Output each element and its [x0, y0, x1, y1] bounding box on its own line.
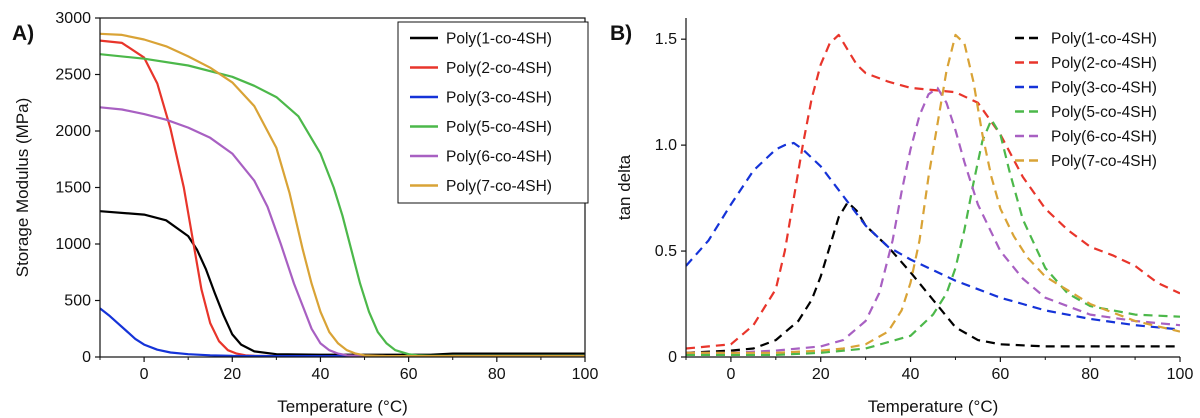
panel-b-y-tick-label: 1.5: [655, 31, 677, 48]
panel-b-x-tick-label: 80: [1081, 366, 1099, 383]
panel-b-legend-label: Poly(2-co-4SH): [1051, 55, 1157, 72]
panel-a-y-tick-label: 3000: [55, 10, 91, 27]
panel-a-legend-box: [397, 21, 589, 204]
panel-a-x-axis-label: Temperature (°C): [277, 397, 408, 416]
panel-a-y-tick-label: 1500: [55, 180, 91, 197]
panel-b-x-tick-label: 40: [902, 366, 920, 383]
panel-b-line-poly-3-co-4sh: [686, 141, 1180, 331]
panel-b-y-tick-label: 0: [668, 349, 677, 366]
panel-a-label: A): [12, 22, 34, 45]
panel-a-y-tick-label: 2500: [55, 67, 91, 84]
panel-b-line-poly-7-co-4sh: [686, 33, 1180, 354]
panel-b-label: B): [610, 22, 632, 45]
panel-b-legend-label: Poly(3-co-4SH): [1051, 80, 1157, 97]
panel-b-x-axis-label: Temperature (°C): [868, 397, 999, 416]
panel-a-series-group: [100, 32, 585, 357]
panel-a-y-tick-label: 500: [64, 293, 91, 310]
panel-b-legend-label: Poly(6-co-4SH): [1051, 129, 1157, 146]
panel-b-legend: Poly(1-co-4SH) Poly(2-co-4SH) Poly(3-co-4S…: [1015, 31, 1157, 170]
panel-a-x-tick-label: 0: [140, 366, 149, 383]
panel-a-y-tick-label: 1000: [55, 236, 91, 253]
panel-a-storage-modulus-chart: A) Temperature (°C) Storage Modulus (MPa) 0…: [12, 10, 598, 416]
panel-b-legend-label: Poly(7-co-4SH): [1051, 153, 1157, 170]
panel-a-x-tick-label: 40: [312, 366, 330, 383]
panel-a-legend-label: Poly(2-co-4SH): [446, 60, 552, 77]
panel-b-line-poly-2-co-4sh: [686, 33, 1180, 350]
panel-a-line-poly-1-co-4sh: [100, 210, 585, 356]
panel-a-y-axis-label: Storage Modulus (MPa): [13, 98, 32, 278]
panel-a-legend-label: Poly(5-co-4SH): [446, 119, 552, 136]
panel-b-x-tick-label: 60: [991, 366, 1009, 383]
panel-a-legend-label: Poly(6-co-4SH): [446, 149, 552, 166]
panel-a-legend-label: Poly(3-co-4SH): [446, 90, 552, 107]
panel-a-x-tick-label: 20: [223, 366, 241, 383]
panel-b-line-poly-6-co-4sh: [686, 86, 1180, 354]
panel-a-legend-label: Poly(1-co-4SH): [446, 31, 552, 48]
panel-a-line-poly-7-co-4sh: [100, 32, 585, 357]
panel-b-y-tick-label: 0.5: [655, 243, 677, 260]
panel-b-line-poly-1-co-4sh: [686, 201, 1180, 354]
panel-b-y-axis-label: tan delta: [615, 154, 634, 220]
panel-b-legend-label: Poly(5-co-4SH): [1051, 104, 1157, 121]
panel-b-line-poly-5-co-4sh: [686, 118, 1180, 356]
panel-a-x-tick-label: 80: [488, 366, 506, 383]
panel-b-tan-delta-chart: B) Temperature (°C) tan delta 0 20 40 60 80 100 0…: [610, 18, 1193, 416]
panel-b-x-tick-label: 100: [1167, 366, 1194, 383]
panel-a-line-poly-6-co-4sh: [100, 106, 585, 357]
panel-b-legend-label: Poly(1-co-4SH): [1051, 31, 1157, 48]
panel-b-series-group: [686, 33, 1180, 356]
panel-a-y-tick-label: 0: [82, 349, 91, 366]
panel-a-y-tick-label: 2000: [55, 123, 91, 140]
panel-b-x-tick-label: 0: [726, 366, 735, 383]
panel-a-x-tick-label: 60: [400, 366, 418, 383]
panel-a-legend: Poly(1-co-4SH) Poly(2-co-4SH) Poly(3-co-4S…: [397, 21, 589, 204]
panel-a-line-poly-3-co-4sh: [100, 307, 585, 357]
panel-a-x-tick-label: 100: [572, 366, 599, 383]
panel-b-y-tick-label: 1.0: [655, 137, 677, 154]
panel-b-x-tick-label: 20: [812, 366, 830, 383]
panel-a-legend-label: Poly(7-co-4SH): [446, 178, 552, 195]
